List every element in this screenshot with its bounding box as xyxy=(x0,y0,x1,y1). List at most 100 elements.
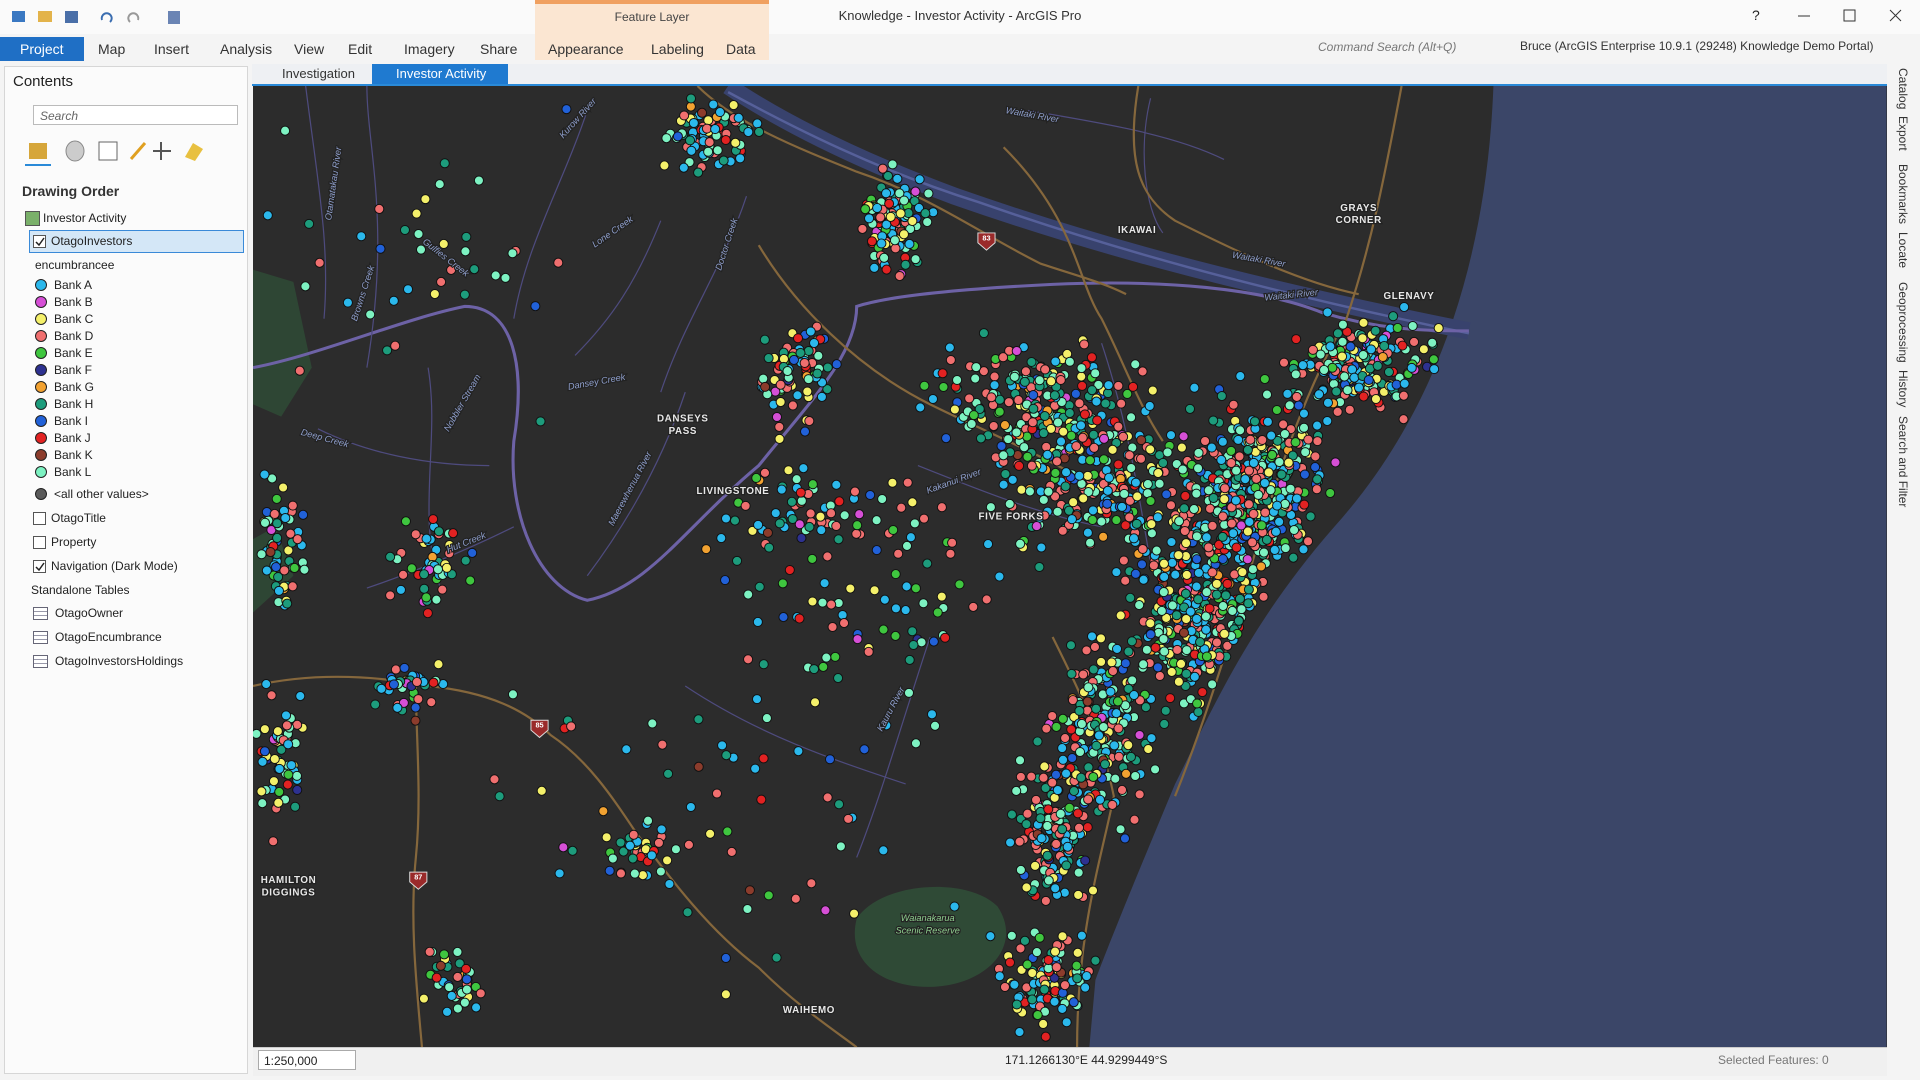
investor-point[interactable] xyxy=(822,551,833,562)
investor-point[interactable] xyxy=(879,252,890,263)
investor-point[interactable] xyxy=(1078,493,1089,504)
investor-point[interactable] xyxy=(807,553,818,564)
layer-name[interactable]: OtagoInvestors xyxy=(51,234,133,248)
investor-point[interactable] xyxy=(818,661,829,672)
investor-point[interactable] xyxy=(759,467,770,478)
investor-point[interactable] xyxy=(1325,488,1336,499)
investor-point[interactable] xyxy=(1067,752,1078,764)
investor-point[interactable] xyxy=(1145,495,1156,507)
investor-point[interactable] xyxy=(1072,973,1083,984)
investor-point[interactable] xyxy=(1165,430,1177,441)
investor-point[interactable] xyxy=(716,533,727,544)
investor-point[interactable] xyxy=(1240,474,1251,485)
investor-point[interactable] xyxy=(1322,397,1334,408)
investor-point[interactable] xyxy=(295,691,306,702)
investor-point[interactable] xyxy=(839,510,850,521)
investor-point[interactable] xyxy=(1021,819,1032,830)
investor-point[interactable] xyxy=(1195,637,1206,648)
investor-point[interactable] xyxy=(1284,400,1295,411)
investor-point[interactable] xyxy=(859,744,870,755)
investor-point[interactable] xyxy=(1061,860,1072,871)
investor-point[interactable] xyxy=(257,798,268,809)
investor-point[interactable] xyxy=(981,594,992,605)
investor-point[interactable] xyxy=(1126,412,1137,423)
investor-point[interactable] xyxy=(1107,444,1118,455)
investor-point[interactable] xyxy=(1076,930,1087,941)
investor-point[interactable] xyxy=(852,634,863,645)
investor-point[interactable] xyxy=(444,540,455,551)
investor-point[interactable] xyxy=(1204,603,1215,614)
investor-point[interactable] xyxy=(1278,419,1289,430)
investor-point[interactable] xyxy=(1020,366,1031,377)
investor-point[interactable] xyxy=(1150,642,1161,653)
investor-point[interactable] xyxy=(1124,512,1135,523)
investor-point[interactable] xyxy=(985,931,996,942)
investor-point[interactable] xyxy=(1098,722,1109,733)
investor-point[interactable] xyxy=(966,418,977,429)
investor-point[interactable] xyxy=(1158,587,1169,598)
investor-point[interactable] xyxy=(1086,352,1097,363)
investor-point[interactable] xyxy=(1016,484,1027,495)
investor-point[interactable] xyxy=(442,1006,453,1017)
investor-point[interactable] xyxy=(1014,836,1025,847)
investor-point[interactable] xyxy=(1298,544,1309,555)
investor-point[interactable] xyxy=(809,664,820,675)
investor-point[interactable] xyxy=(893,548,904,559)
investor-point[interactable] xyxy=(1014,460,1025,471)
investor-point[interactable] xyxy=(1289,524,1300,536)
investor-point[interactable] xyxy=(273,797,284,808)
investor-point[interactable] xyxy=(1399,378,1410,389)
investor-point[interactable] xyxy=(1193,594,1204,605)
investor-point[interactable] xyxy=(831,359,842,370)
investor-point[interactable] xyxy=(708,99,719,110)
qat-print[interactable] xyxy=(168,11,180,24)
investor-point[interactable] xyxy=(1253,489,1264,500)
investor-point[interactable] xyxy=(833,673,844,684)
investor-point[interactable] xyxy=(783,465,794,476)
investor-point[interactable] xyxy=(845,583,856,594)
investor-point[interactable] xyxy=(816,525,827,536)
investor-point[interactable] xyxy=(1088,664,1099,675)
investor-point[interactable] xyxy=(894,188,905,199)
investor-point[interactable] xyxy=(1093,379,1104,390)
investor-point[interactable] xyxy=(1011,785,1022,796)
investor-point[interactable] xyxy=(918,598,929,609)
investor-point[interactable] xyxy=(1130,568,1141,579)
investor-point[interactable] xyxy=(1217,554,1228,565)
investor-point[interactable] xyxy=(1310,451,1321,462)
investor-point[interactable] xyxy=(1011,345,1022,357)
investor-point[interactable] xyxy=(1339,371,1350,382)
investor-point[interactable] xyxy=(822,362,833,373)
investor-point[interactable] xyxy=(685,93,697,104)
investor-point[interactable] xyxy=(269,508,280,519)
investor-point[interactable] xyxy=(1134,600,1145,611)
investor-point[interactable] xyxy=(1096,656,1107,667)
investor-point[interactable] xyxy=(446,264,457,275)
investor-point[interactable] xyxy=(1332,406,1343,417)
investor-point[interactable] xyxy=(1050,356,1061,367)
investor-point[interactable] xyxy=(876,238,887,249)
investor-point[interactable] xyxy=(820,905,831,916)
investor-point[interactable] xyxy=(1216,454,1227,465)
investor-point[interactable] xyxy=(1087,505,1099,516)
investor-point[interactable] xyxy=(422,608,433,619)
investor-point[interactable] xyxy=(1135,453,1147,464)
investor-point[interactable] xyxy=(621,744,632,755)
investor-point[interactable] xyxy=(799,357,810,369)
investor-point[interactable] xyxy=(278,482,289,493)
investor-point[interactable] xyxy=(872,202,883,213)
investor-point[interactable] xyxy=(831,520,842,531)
investor-point[interactable] xyxy=(849,486,860,497)
investor-point[interactable] xyxy=(1074,822,1085,833)
investor-point[interactable] xyxy=(448,528,459,539)
investor-point[interactable] xyxy=(1055,374,1066,386)
investor-point[interactable] xyxy=(910,186,921,197)
investor-point[interactable] xyxy=(1303,434,1314,445)
investor-point[interactable] xyxy=(1366,344,1377,355)
investor-point[interactable] xyxy=(1057,1003,1068,1014)
ribbon-tab[interactable]: Project xyxy=(0,37,84,61)
investor-point[interactable] xyxy=(819,578,830,589)
investor-point[interactable] xyxy=(907,216,918,227)
investor-point[interactable] xyxy=(259,517,271,528)
investor-point[interactable] xyxy=(693,761,704,772)
